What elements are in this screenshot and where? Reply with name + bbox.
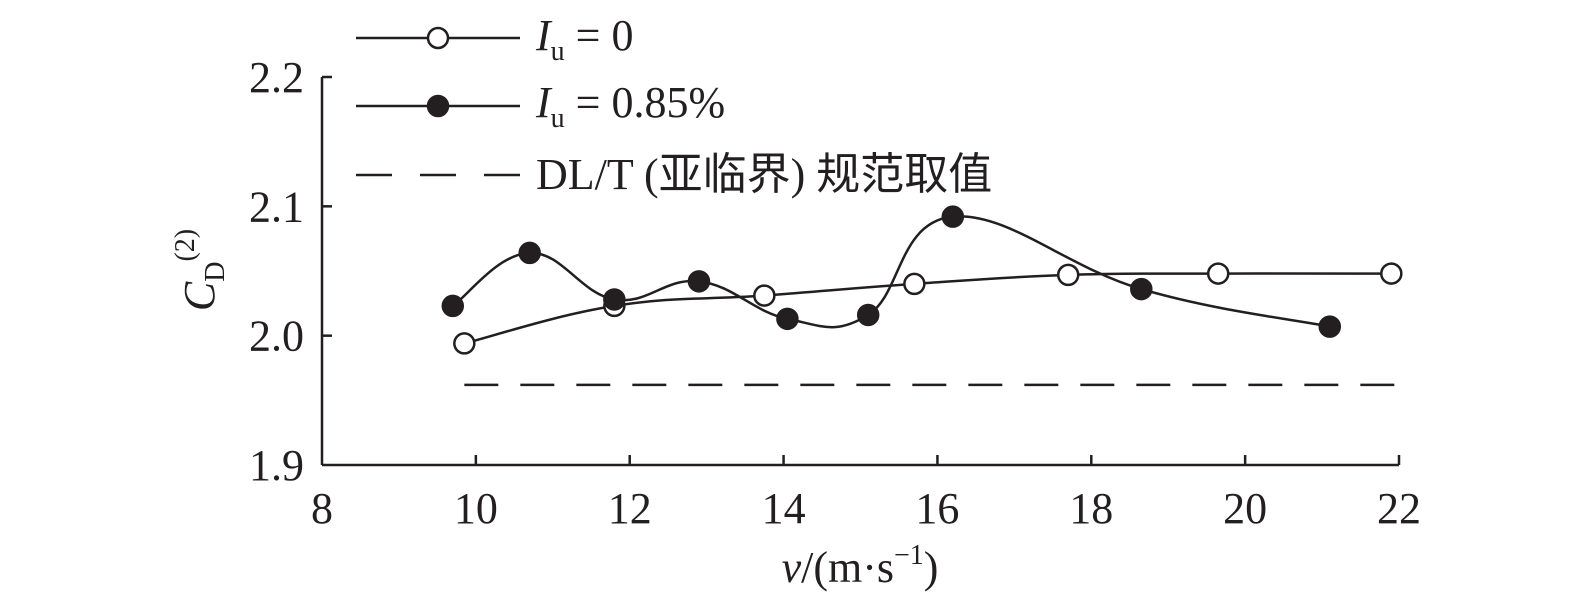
- x-tick-label: 12: [608, 484, 652, 533]
- data-point-filled: [1318, 315, 1342, 338]
- legend-label-iu-0-sub: u: [551, 36, 565, 67]
- data-point-filled: [776, 307, 799, 331]
- legend-item-iu-0: Iu = 0: [356, 11, 633, 67]
- data-point-filled: [603, 288, 626, 311]
- series-line: [464, 272, 1392, 345]
- x-tick-label: 10: [454, 484, 498, 533]
- data-point-filled: [518, 241, 541, 265]
- y-tick-label: 2.1: [249, 182, 304, 231]
- y-axis-label-base: C: [175, 281, 224, 311]
- legend-label-iu-085-var: I: [535, 78, 553, 127]
- legend: Iu = 0 Iu = 0.85% DL/T (亚临界) 规范取值: [356, 11, 992, 199]
- series-1: [441, 205, 1342, 338]
- x-tick-label: 8: [311, 484, 333, 533]
- data-point-filled: [856, 303, 880, 327]
- ticks: [322, 75, 1401, 465]
- x-tick-label: 20: [1223, 484, 1267, 533]
- legend-item-reference: DL/T (亚临界) 规范取值: [356, 150, 992, 199]
- series-line: [452, 215, 1331, 329]
- x-axis-label-unit: /(m·s: [801, 543, 894, 592]
- x-tick-label: 22: [1377, 484, 1421, 533]
- series-layer: [441, 205, 1403, 355]
- data-point-open: [453, 332, 476, 355]
- y-axis-label-sub: D: [200, 262, 231, 282]
- y-tick-label: 1.9: [249, 441, 304, 490]
- data-point-open: [1380, 262, 1403, 285]
- data-point-open: [753, 284, 776, 307]
- x-tick-label: 16: [915, 484, 959, 533]
- legend-label-iu-085-sub: u: [551, 103, 565, 134]
- y-tick-label: 2.2: [249, 53, 304, 102]
- data-point-filled: [441, 294, 465, 318]
- legend-marker-open-circle: [426, 26, 450, 50]
- x-axis-label-var: v: [782, 543, 802, 592]
- x-axis-label-exp: −1: [894, 540, 924, 571]
- data-point-open: [903, 272, 926, 296]
- series-0: [453, 262, 1403, 355]
- legend-label-reference: DL/T (亚临界) 规范取值: [536, 150, 992, 199]
- legend-label-iu-0-var: I: [535, 11, 553, 60]
- legend-marker-filled-circle: [426, 94, 450, 118]
- y-axis-label: CD(2): [170, 229, 231, 311]
- tick-labels: 8 10 12 14 16 18 20 22 1.9 2.0 2.1 2.2: [249, 53, 1421, 533]
- legend-label-iu-0-text: = 0: [565, 11, 634, 60]
- data-point-filled: [687, 270, 711, 293]
- legend-label-iu-085-text: = 0.85%: [565, 78, 725, 127]
- legend-label-iu-0: Iu = 0: [535, 11, 633, 67]
- x-axis-label: v/(m·s−1): [782, 540, 939, 592]
- y-tick-label: 2.0: [249, 312, 304, 361]
- x-axis-label-close: ): [924, 543, 939, 592]
- data-point-filled: [1130, 277, 1153, 301]
- data-point-open: [1056, 263, 1080, 287]
- legend-item-iu-085: Iu = 0.85%: [356, 78, 725, 134]
- x-tick-label: 14: [762, 484, 806, 533]
- y-axis-label-sup: (2): [170, 229, 201, 262]
- x-tick-label: 18: [1069, 484, 1113, 533]
- legend-label-iu-085: Iu = 0.85%: [535, 78, 725, 134]
- data-point-filled: [941, 205, 965, 228]
- data-point-open: [1206, 262, 1230, 285]
